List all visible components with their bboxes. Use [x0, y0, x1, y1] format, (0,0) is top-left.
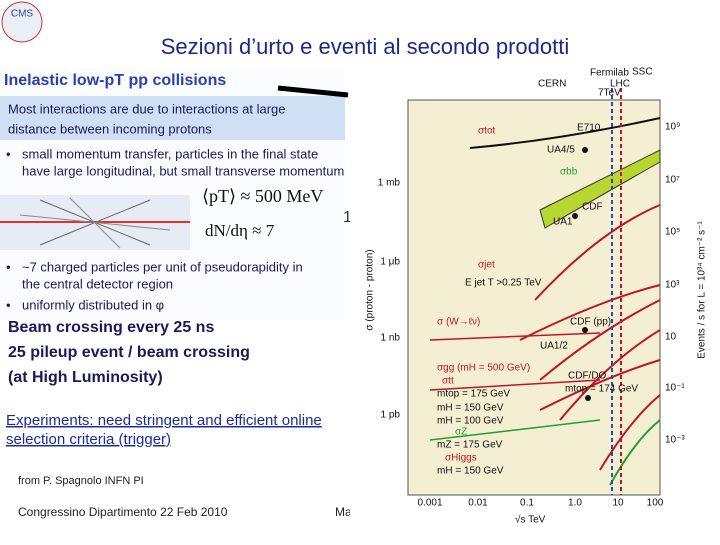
inset-box	[0, 96, 345, 140]
curve-label: UA1	[553, 217, 573, 228]
top-label: SSC	[632, 67, 653, 78]
bottom-axis: √s TeV	[515, 514, 546, 526]
link-line[interactable]: selection criteria (trigger)	[6, 431, 171, 448]
curve-label: σtot	[478, 126, 496, 137]
curve-label: mH = 100 GeV	[437, 416, 504, 427]
bottom-tick: 10	[612, 498, 624, 509]
right-tick: 10⁷	[665, 175, 680, 186]
box-line: Most interactions are due to interaction…	[8, 101, 285, 116]
dn-formula: dN/dη ≈ 7	[205, 221, 275, 240]
curves	[429, 88, 661, 495]
curve-label: σgg (mH = 500 GeV)	[437, 363, 530, 374]
source: from P. Spagnolo INFN PI	[18, 475, 144, 487]
curve-label: σjet	[478, 260, 495, 271]
curve-label: CDF	[582, 202, 603, 213]
title: Sezioni d’urto e eventi al secondo prodo…	[161, 34, 569, 59]
curve-label: mH = 150 GeV	[437, 403, 504, 414]
curve-label: σHiggs	[445, 453, 477, 464]
curve-label: mH = 150 GeV	[437, 466, 504, 477]
bottom-tick: 0.1	[520, 498, 534, 509]
top-label: 7TeV	[598, 88, 621, 99]
footer-left: Congressino Dipartimento 22 Feb 2010	[18, 505, 228, 519]
box-line: distance between incoming protons	[8, 121, 212, 136]
bottom-tick: 0.01	[468, 498, 488, 509]
top-label: LHC	[610, 79, 630, 90]
curve-label: E jet T >0.25 TeV	[465, 278, 542, 289]
bullet-line: small momentum transfer, particles in th…	[22, 146, 318, 161]
inset-title: Inelastic low-pT pp collisions	[4, 72, 226, 89]
curve-label: CDF/DO	[568, 371, 607, 382]
bottom-tick: 1.0	[568, 498, 582, 509]
curve-label: UA1/2	[540, 341, 568, 352]
logo-badge	[1, 1, 43, 43]
curve-label: σtt	[442, 376, 454, 387]
right-tick: 10⁵	[665, 227, 680, 238]
bottom-tick: 100	[647, 498, 664, 509]
top-label: CERN	[538, 79, 566, 90]
left-tick: 1 nb	[381, 333, 401, 344]
curve-label: σbb	[560, 167, 578, 178]
left-tick: 1 μb	[380, 257, 400, 268]
right-tick: 10³	[665, 280, 680, 291]
left-tick: 1 pb	[381, 410, 401, 421]
stray-mark: 1	[343, 209, 352, 226]
bullet: •	[6, 146, 11, 161]
bullet: •	[6, 297, 11, 312]
curve-label: mZ = 175 GeV	[437, 440, 503, 451]
right-tick: 10⁻³	[665, 435, 685, 446]
curve-label: E710	[577, 123, 601, 134]
body-line: 25 pileup event / beam crossing	[8, 344, 250, 361]
bullet-line: the central detector region	[22, 276, 173, 291]
bullet-line: have large longitudinal, but small trans…	[22, 163, 344, 178]
curve-label: σ (W→ℓν)	[437, 317, 480, 328]
body-line: Beam crossing every 25 ns	[8, 319, 214, 336]
curve-label: UA4/5	[547, 145, 575, 156]
right-tick: 10⁻¹	[665, 383, 685, 394]
logo: CMS	[11, 9, 34, 20]
curve-label: CDF (pp)	[570, 317, 611, 328]
bullet: •	[6, 259, 11, 274]
left-axis: σ (proton - proton)	[365, 249, 376, 330]
left-tick: 1 mb	[378, 178, 401, 189]
bottom-tick: 0.001	[417, 498, 442, 509]
curve-label: mtop = 175 GeV	[437, 389, 510, 400]
right-axis: Events / s for L = 10³⁴ cm⁻² s⁻¹	[697, 221, 708, 359]
collision-graphic	[0, 195, 190, 250]
pt-formula: ⟨pT⟩ ≈ 500 MeV	[202, 186, 323, 206]
curve-label: mtop = 174 GeV	[565, 384, 638, 395]
curve-label: σZ	[455, 427, 467, 438]
right-tick: 10⁹	[665, 122, 680, 133]
top-label: Fermilab	[590, 68, 629, 79]
body-line: (at High Luminosity)	[8, 369, 163, 386]
bullet-line: uniformly distributed in φ	[22, 297, 164, 312]
decor-bar	[277, 85, 349, 98]
bullet-line: ~7 charged particles per unit of pseudor…	[22, 259, 303, 274]
link-line[interactable]: Experiments: need stringent and efficien…	[6, 412, 322, 429]
right-tick: 10	[665, 332, 677, 343]
